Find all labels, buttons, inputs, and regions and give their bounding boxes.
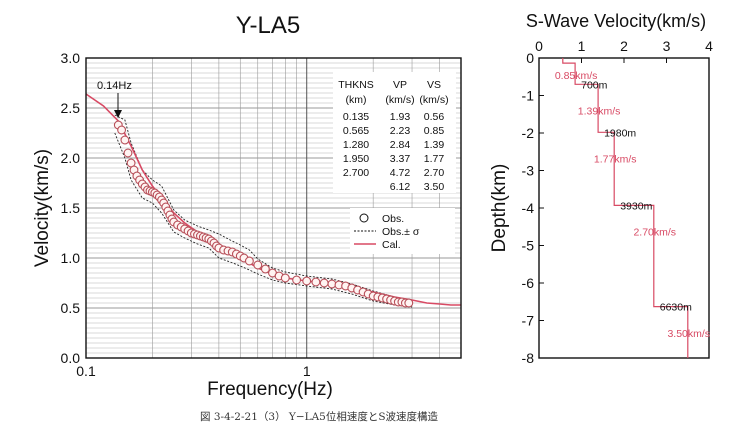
table-cell: 3.37 xyxy=(390,153,411,165)
sigma-line xyxy=(114,132,413,308)
vs-label: 2.70km/s xyxy=(633,227,676,239)
annotation-label: 0.14Hz xyxy=(97,80,132,92)
legend: Obs. Obs.± σ Cal. xyxy=(350,208,455,254)
profile-x-tick-label: 2 xyxy=(620,38,628,54)
table-cell: 2.700 xyxy=(343,167,369,179)
figure-caption: 図 3-4-2-21（3） Y−LA5位相速度とS波速度構造 xyxy=(200,411,439,423)
depth-label: 6630m xyxy=(660,302,692,314)
obs-point xyxy=(280,273,290,283)
obs-point xyxy=(260,264,270,274)
y-tick-label: 0.5 xyxy=(61,300,81,316)
legend-obs-marker xyxy=(359,213,369,223)
legend-obs-label: Obs. xyxy=(382,213,404,225)
vs-label: 0.85km/s xyxy=(555,70,598,82)
profile-y-tick-label: -5 xyxy=(522,238,535,254)
x-tick-labels: 0.1 1 xyxy=(76,363,311,379)
parameter-table: THKNS VP VS (km) (km/s) (km/s) 0.135 1.93 0.56 0.… xyxy=(333,72,456,193)
depth-label: 1980m xyxy=(604,127,636,139)
table-cell: 2.84 xyxy=(390,139,411,151)
table-cell: 6.12 xyxy=(390,181,411,193)
profile-ticks: 0 1 2 3 4 0 -1 -2 -3 -4 -5 -6 -7 -8 xyxy=(522,38,714,366)
vs-label: 1.77km/s xyxy=(594,154,637,166)
obs-point xyxy=(123,148,133,158)
profile-y-tick-label: 0 xyxy=(526,50,534,66)
profile-y-tick-label: -4 xyxy=(522,200,535,216)
obs-point xyxy=(311,277,321,287)
table-cell: 0.56 xyxy=(424,111,445,123)
x-axis-label: Frequency(Hz) xyxy=(207,379,333,400)
y-tick-label: 0.0 xyxy=(61,350,81,366)
obs-point xyxy=(120,135,130,145)
table-unit: (km) xyxy=(346,94,367,106)
table-cell: 1.280 xyxy=(343,139,369,151)
frequency-annotation: 0.14Hz xyxy=(97,80,132,118)
table-cell: 2.23 xyxy=(390,125,411,137)
profile-y-tick-label: -6 xyxy=(522,275,535,291)
depth-label: 3930m xyxy=(620,200,652,212)
legend-cal-label: Cal. xyxy=(382,239,401,251)
table-cell: 1.77 xyxy=(424,153,445,165)
obs-point xyxy=(292,275,302,285)
profile-x-tick-label: 4 xyxy=(705,38,713,54)
obs-point xyxy=(244,256,254,266)
chart-title: Y-LA5 xyxy=(236,12,301,39)
obs-point xyxy=(302,276,312,286)
velocity-profile-chart: S-Wave Velocity(km/s) 0 1 2 3 4 0 -1 -2 -3 -4 -5 -6… xyxy=(489,11,713,366)
table-unit: (km/s) xyxy=(419,94,448,106)
table-header: VP xyxy=(393,79,407,91)
obs-point xyxy=(117,125,127,135)
depth-label: 700m xyxy=(581,79,608,91)
profile-title: S-Wave Velocity(km/s) xyxy=(526,11,706,31)
table-cell: 1.950 xyxy=(343,153,369,165)
step-profile xyxy=(562,58,689,358)
vs-label: 3.50km/s xyxy=(667,328,710,340)
table-cell: 2.70 xyxy=(424,167,445,179)
profile-x-tick-label: 1 xyxy=(578,38,586,54)
profile-x-tick-label: 0 xyxy=(535,38,543,54)
table-cells: THKNS VP VS (km) (km/s) (km/s) 0.135 1.93 0.56 0.… xyxy=(338,79,448,193)
table-header: VS xyxy=(427,79,441,91)
vs-step-line xyxy=(562,58,689,358)
profile-frame xyxy=(538,57,710,359)
y-tick-label: 3.0 xyxy=(61,50,81,66)
table-cell: 1.93 xyxy=(390,111,411,123)
y-tick-labels: 0.0 0.5 1.0 1.5 2.0 2.5 3.0 xyxy=(61,50,81,366)
table-cell: 1.39 xyxy=(424,139,445,151)
table-cell: 4.72 xyxy=(390,167,411,179)
table-unit: (km/s) xyxy=(385,94,414,106)
profile-y-tick-label: -7 xyxy=(522,313,535,329)
y-tick-label: 1.5 xyxy=(61,200,81,216)
profile-y-tick-label: -2 xyxy=(522,125,535,141)
x-tick-label: 0.1 xyxy=(76,363,96,379)
obs-point xyxy=(253,260,263,270)
profile-y-tick-label: -3 xyxy=(522,163,535,179)
profile-y-tick-label: -8 xyxy=(522,350,535,366)
y-tick-label: 2.0 xyxy=(61,150,81,166)
x-tick-label: 1 xyxy=(303,363,311,379)
table-header: THKNS xyxy=(338,79,374,91)
obs-point xyxy=(404,298,414,308)
vs-label: 1.39km/s xyxy=(578,106,621,118)
table-cell: 0.85 xyxy=(424,125,445,137)
observed-points xyxy=(113,120,414,308)
legend-sigma-label: Obs.± σ xyxy=(382,226,420,238)
table-cell: 3.50 xyxy=(424,181,445,193)
y-axis-label: Velocity(km/s) xyxy=(32,149,53,267)
table-cell: 0.135 xyxy=(343,111,369,123)
annotation-arrowhead xyxy=(114,110,122,118)
table-cell: 0.565 xyxy=(343,125,369,137)
plot-frame xyxy=(85,57,462,359)
profile-y-tick-label: -1 xyxy=(522,88,535,104)
obs-point xyxy=(327,279,337,289)
y-tick-label: 2.5 xyxy=(61,100,81,116)
profile-x-tick-label: 3 xyxy=(663,38,671,54)
dispersion-chart: Y-LA5 0.00.51.01.52.02.53.0 0.1 1 Velocit… xyxy=(32,12,462,400)
profile-y-axis-label: Depth(km) xyxy=(489,164,510,253)
obs-point xyxy=(319,278,329,288)
table-background xyxy=(333,72,456,193)
y-tick-label: 1.0 xyxy=(61,250,81,266)
